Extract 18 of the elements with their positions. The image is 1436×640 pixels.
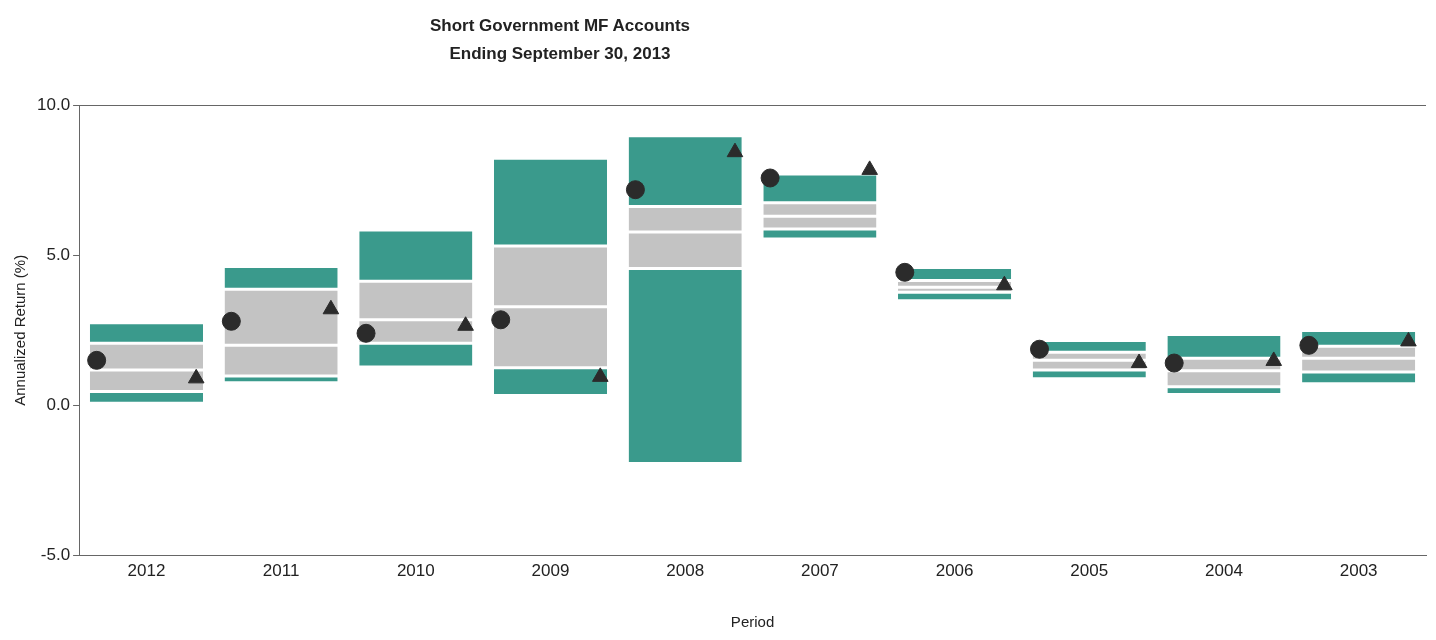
y-tick-label: 5.0 xyxy=(46,244,71,264)
x-tick-label: 2005 xyxy=(1070,561,1109,581)
x-tick-label: 2010 xyxy=(396,561,435,581)
chart-subtitle: Ending September 30, 2013 xyxy=(448,43,672,65)
chart-title: Short Government MF Accounts xyxy=(428,15,692,37)
y-tick-label: 10.0 xyxy=(36,94,71,114)
x-tick-label: 2007 xyxy=(800,561,839,581)
x-tick-label: 2006 xyxy=(935,561,974,581)
x-tick-label: 2008 xyxy=(666,561,705,581)
y-tick-label: 0.0 xyxy=(46,395,71,415)
x-tick-label: 2009 xyxy=(531,561,570,581)
y-tick-label: -5.0 xyxy=(40,545,71,565)
x-tick-label: 2003 xyxy=(1339,561,1378,581)
x-tick-label: 2012 xyxy=(127,561,166,581)
x-axis-title: Period xyxy=(730,613,775,631)
y-axis-title: Annualized Return (%) xyxy=(11,254,29,406)
x-tick-label: 2004 xyxy=(1205,561,1243,581)
x-tick-label: 2011 xyxy=(262,561,300,581)
